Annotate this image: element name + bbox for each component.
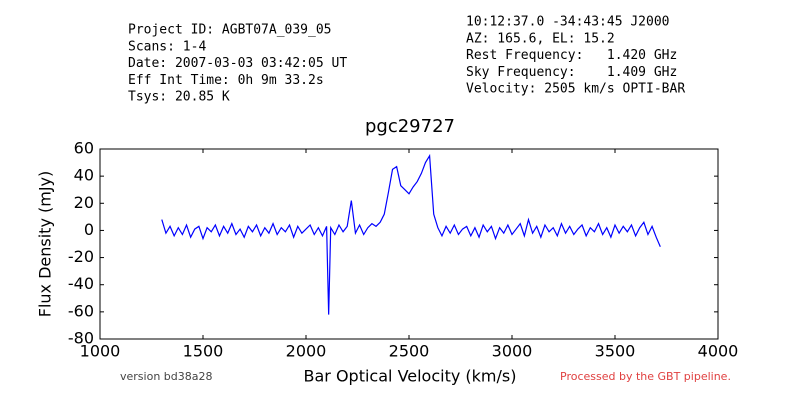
header-line: AZ: 165.6, EL: 15.2 xyxy=(466,31,615,46)
y-tick-label: -60 xyxy=(68,301,94,320)
y-tick-label: -40 xyxy=(68,274,94,293)
y-axis-label: Flux Density (mJy) xyxy=(36,171,55,318)
y-tick-label: 20 xyxy=(74,193,94,212)
x-axis-label: Bar Optical Velocity (km/s) xyxy=(304,367,517,386)
header-line: Scans: 1-4 xyxy=(128,39,206,54)
header-line: Project ID: AGBT07A_039_05 xyxy=(128,23,332,38)
y-tick-label: -80 xyxy=(68,329,94,348)
y-tick-label: 40 xyxy=(74,166,94,185)
header-line: Eff Int Time: 0h 9m 33.2s xyxy=(128,73,324,88)
header-line: 10:12:37.0 -34:43:45 J2000 xyxy=(466,15,670,30)
header-line: Velocity: 2505 km/s OPTI-BAR xyxy=(466,82,685,97)
y-tick-label: 0 xyxy=(84,220,94,239)
header-line: Tsys: 20.85 K xyxy=(128,90,230,105)
x-tick-label: 4000 xyxy=(698,342,739,361)
version-label: version bd38a28 xyxy=(120,370,213,383)
y-tick-label: 60 xyxy=(74,139,94,158)
x-tick-label: 1500 xyxy=(183,342,224,361)
x-tick-label: 2500 xyxy=(389,342,430,361)
header-line: Sky Frequency: 1.409 GHz xyxy=(466,65,677,80)
header-line: Rest Frequency: 1.420 GHz xyxy=(466,48,677,63)
x-tick-label: 1000 xyxy=(80,342,121,361)
spectrum-line xyxy=(161,153,661,315)
x-tick-label: 3500 xyxy=(595,342,636,361)
x-tick-label: 3000 xyxy=(492,342,533,361)
chart-title: pgc29727 xyxy=(365,116,455,137)
x-tick-label: 2000 xyxy=(286,342,327,361)
header-line: Date: 2007-03-03 03:42:05 UT xyxy=(128,56,347,71)
pipeline-label: Processed by the GBT pipeline. xyxy=(560,370,731,383)
y-tick-label: -20 xyxy=(68,247,94,266)
